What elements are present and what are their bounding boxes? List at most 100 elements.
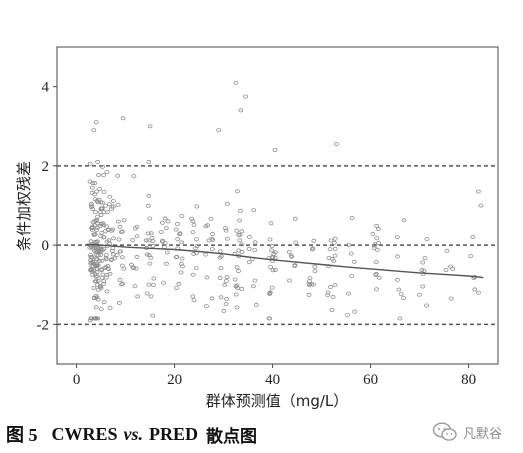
data-point	[239, 286, 245, 291]
data-point	[450, 266, 456, 271]
data-point	[95, 221, 101, 226]
data-point	[147, 124, 153, 129]
data-point	[345, 313, 350, 318]
data-point	[146, 193, 152, 198]
data-point	[95, 200, 101, 205]
data-point	[222, 282, 228, 287]
data-point	[269, 255, 275, 260]
data-point	[95, 159, 100, 164]
data-point	[272, 147, 278, 152]
caption-chinese-title: 散点图	[206, 426, 258, 447]
data-point	[253, 302, 259, 307]
data-point	[173, 227, 179, 232]
data-point	[90, 259, 96, 264]
data-point	[194, 204, 200, 209]
data-point	[121, 266, 127, 271]
data-point	[374, 287, 379, 292]
data-point	[190, 230, 196, 235]
data-point	[236, 268, 241, 273]
data-point	[103, 257, 109, 262]
data-point	[224, 296, 229, 301]
data-point	[251, 208, 257, 213]
data-point	[243, 94, 249, 99]
data-point	[159, 239, 165, 244]
data-point	[239, 249, 245, 254]
data-point	[97, 186, 103, 191]
data-point	[224, 201, 230, 206]
data-point	[90, 180, 96, 185]
data-point	[179, 264, 185, 269]
data-point	[420, 284, 426, 289]
data-point	[159, 220, 165, 225]
data-point	[95, 253, 101, 258]
data-point	[424, 236, 430, 241]
data-point	[234, 283, 240, 288]
data-point	[116, 219, 121, 224]
data-point	[348, 251, 354, 256]
data-point	[103, 252, 109, 257]
data-points	[87, 80, 484, 323]
data-point	[286, 250, 292, 255]
data-point	[179, 240, 185, 245]
data-point	[162, 216, 168, 221]
data-point	[237, 238, 243, 243]
data-point	[106, 266, 111, 271]
data-point	[238, 208, 243, 213]
data-point	[146, 253, 152, 258]
data-point	[93, 209, 98, 214]
data-point	[96, 246, 101, 251]
data-point	[99, 206, 105, 211]
data-point	[106, 228, 111, 233]
data-point	[103, 255, 109, 260]
data-point	[104, 170, 110, 175]
data-point	[93, 316, 99, 321]
data-point	[232, 277, 238, 282]
data-point	[97, 285, 103, 290]
data-point	[96, 172, 101, 177]
data-point	[148, 294, 154, 299]
data-point	[374, 223, 380, 228]
caption-vs: vs.	[123, 423, 144, 444]
y-tick-label: 4	[42, 80, 50, 96]
data-point	[94, 270, 100, 275]
data-point	[132, 284, 138, 289]
data-point	[267, 316, 273, 321]
data-point	[89, 269, 95, 274]
data-point	[95, 316, 100, 321]
data-point	[233, 292, 239, 297]
data-point	[189, 216, 195, 221]
data-point	[190, 219, 196, 224]
data-point	[191, 222, 197, 227]
data-point	[268, 265, 274, 270]
data-point	[98, 234, 103, 239]
data-point	[292, 263, 298, 268]
data-point	[190, 294, 196, 299]
data-point	[174, 221, 180, 226]
data-point	[203, 252, 209, 257]
data-point	[117, 224, 123, 229]
data-point	[205, 223, 211, 228]
data-point	[216, 128, 222, 133]
data-point	[397, 316, 403, 321]
data-point	[286, 278, 292, 283]
figure-caption: 图 5 CWRES vs. PRED 散点图	[6, 420, 386, 448]
data-point	[97, 258, 102, 263]
data-point	[115, 202, 121, 207]
data-point	[330, 294, 336, 299]
data-point	[91, 128, 97, 133]
data-point	[101, 281, 106, 286]
data-point	[92, 223, 98, 228]
data-point	[221, 308, 227, 313]
data-point	[394, 277, 400, 282]
data-point	[146, 238, 152, 243]
data-point	[163, 226, 169, 231]
data-point	[332, 246, 338, 251]
data-point	[145, 231, 151, 236]
data-point	[143, 238, 149, 243]
data-point	[267, 237, 273, 242]
data-point	[129, 262, 134, 267]
data-point	[209, 236, 215, 241]
watermark-text: 凡默谷	[463, 426, 503, 442]
data-point	[401, 296, 407, 301]
data-point	[99, 258, 105, 263]
